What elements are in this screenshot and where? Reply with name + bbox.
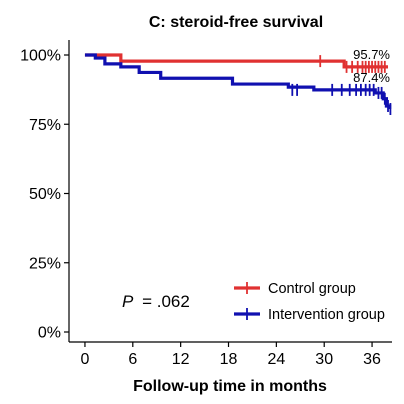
y-tick-label: 0%	[38, 325, 61, 342]
y-axis-ticks: 0% 25% 50% 75% 100%	[20, 48, 69, 342]
p-symbol: P	[122, 292, 134, 311]
x-tick-label: 6	[128, 351, 137, 368]
series-control-group: 95.7%	[84, 47, 390, 73]
end-label-control-group: 95.7%	[353, 47, 390, 62]
end-label-intervention-group: 87.4%	[353, 70, 390, 85]
x-axis-ticks: 0 6 12 18 24 30 36	[80, 342, 381, 368]
legend-label: Intervention group	[268, 307, 385, 323]
x-tick-label: 12	[172, 351, 190, 368]
svg-text:P = .062: P = .062	[122, 292, 190, 311]
y-tick-label: 25%	[29, 255, 61, 272]
legend-item-intervention-group: Intervention group	[234, 307, 385, 323]
series-line-control-group	[84, 53, 389, 69]
x-tick-label: 24	[267, 351, 285, 368]
x-tick-label: 0	[80, 351, 89, 368]
legend-label: Control group	[268, 281, 356, 297]
legend-item-control-group: Control group	[234, 281, 356, 297]
series-intervention-group: 87.4%	[84, 53, 392, 116]
x-tick-label: 30	[315, 351, 333, 368]
p-value: = .062	[142, 292, 190, 311]
legend: Control group Intervention group	[234, 281, 385, 323]
series-line-intervention-group	[84, 53, 392, 110]
y-tick-label: 50%	[29, 186, 61, 203]
p-value-annotation: P = .062	[122, 292, 190, 311]
y-tick-label: 75%	[29, 117, 61, 134]
x-tick-label: 36	[363, 351, 381, 368]
chart-title: C: steroid-free survival	[149, 14, 323, 31]
x-axis-label: Follow-up time in months	[133, 378, 327, 395]
y-tick-label: 100%	[20, 48, 61, 65]
axes	[68, 40, 392, 343]
plot-area: 95.7% 87.4%	[84, 47, 392, 116]
x-tick-label: 18	[220, 351, 238, 368]
